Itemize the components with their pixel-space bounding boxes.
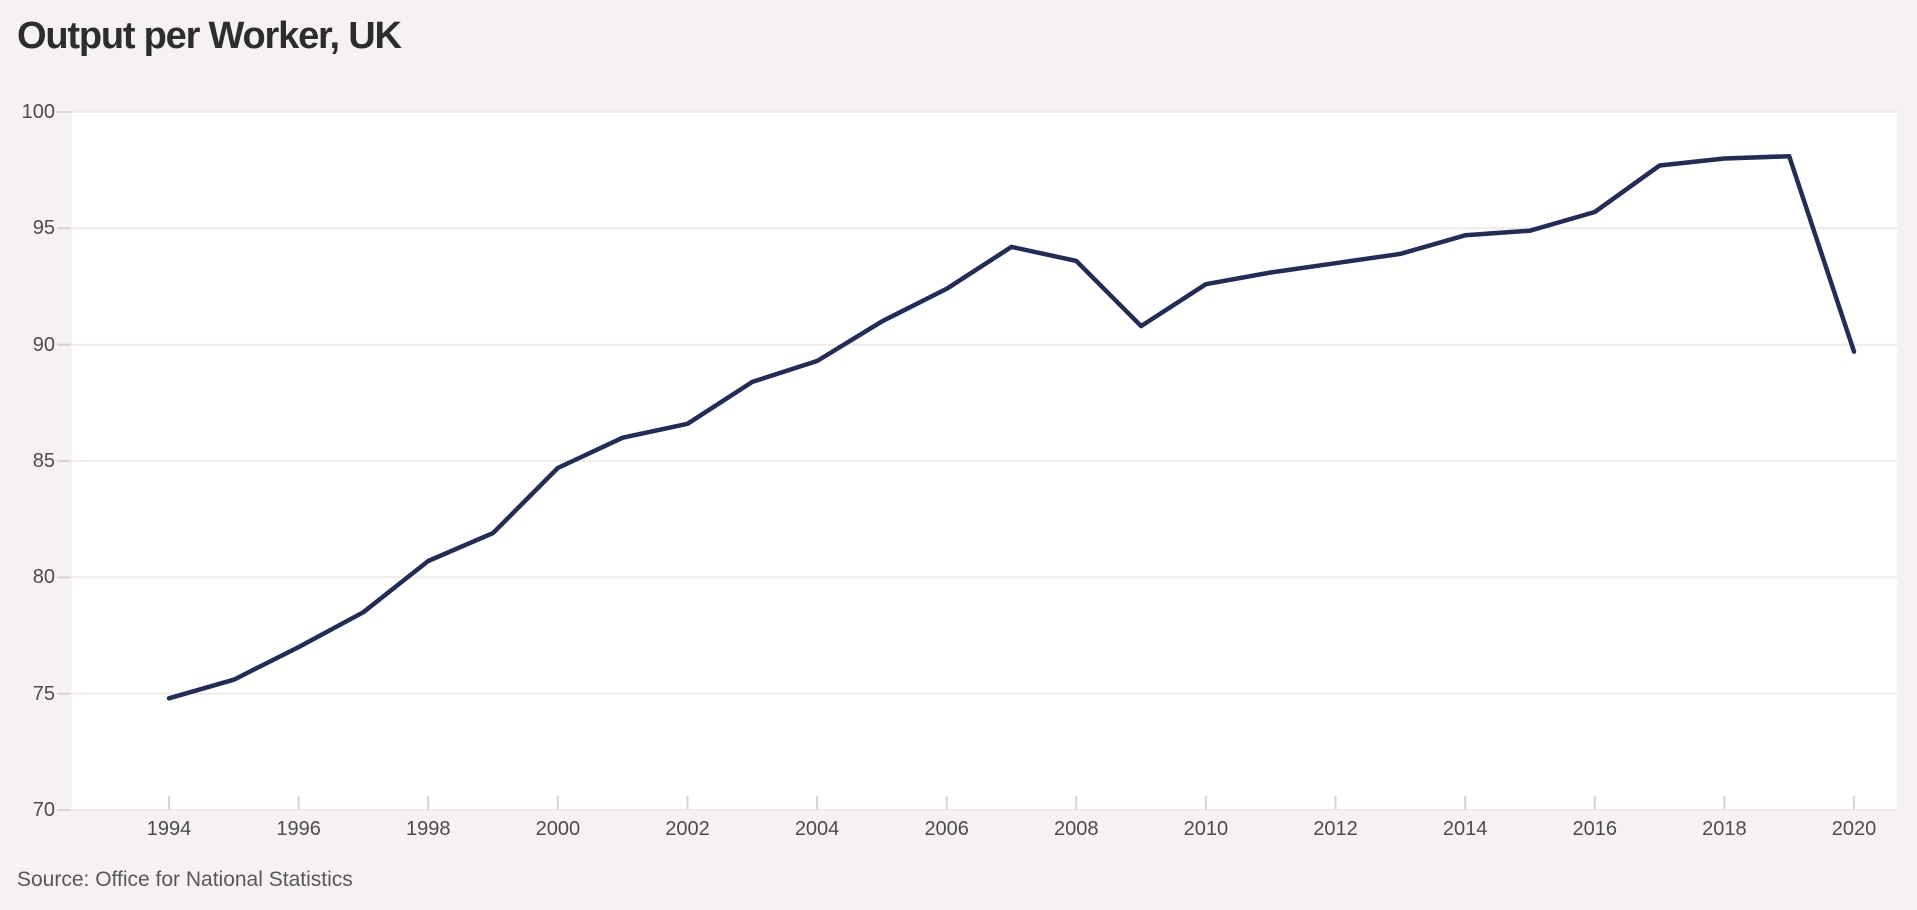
x-axis-tick-label: 2006 xyxy=(924,818,969,840)
x-axis-tick-label: 2018 xyxy=(1702,818,1747,840)
x-axis-tick-label: 2010 xyxy=(1183,818,1229,840)
x-axis-tick-label: 1998 xyxy=(405,818,451,840)
source-note: Source: Office for National Statistics xyxy=(17,868,353,891)
y-axis-tick-label: 100 xyxy=(21,101,55,123)
y-axis-tick-label: 85 xyxy=(32,450,55,472)
y-axis-tick-label: 90 xyxy=(32,333,55,356)
page-title: Output per Worker, UK xyxy=(17,15,402,57)
x-axis-tick-label: 2012 xyxy=(1313,818,1358,840)
series-line xyxy=(166,153,1857,701)
x-axis-tick-label: 1994 xyxy=(146,818,192,840)
x-axis-tick-label: 2004 xyxy=(794,818,840,840)
x-axis-tick-label: 1996 xyxy=(276,818,321,840)
x-axis-tick-label: 2000 xyxy=(535,818,581,840)
x-axis-tick-label: 2002 xyxy=(665,818,710,840)
x-axis-tick-label: 2014 xyxy=(1442,818,1488,840)
y-axis-tick-label: 95 xyxy=(32,217,55,240)
y-axis-tick-label: 70 xyxy=(32,799,55,821)
x-axis-tick-label: 2008 xyxy=(1054,818,1099,840)
y-axis-tick-label: 75 xyxy=(32,682,55,705)
y-axis-tick-label: 80 xyxy=(32,566,55,589)
x-axis-tick-label: 2016 xyxy=(1572,818,1618,840)
x-axis-tick-label: 2020 xyxy=(1831,818,1877,840)
